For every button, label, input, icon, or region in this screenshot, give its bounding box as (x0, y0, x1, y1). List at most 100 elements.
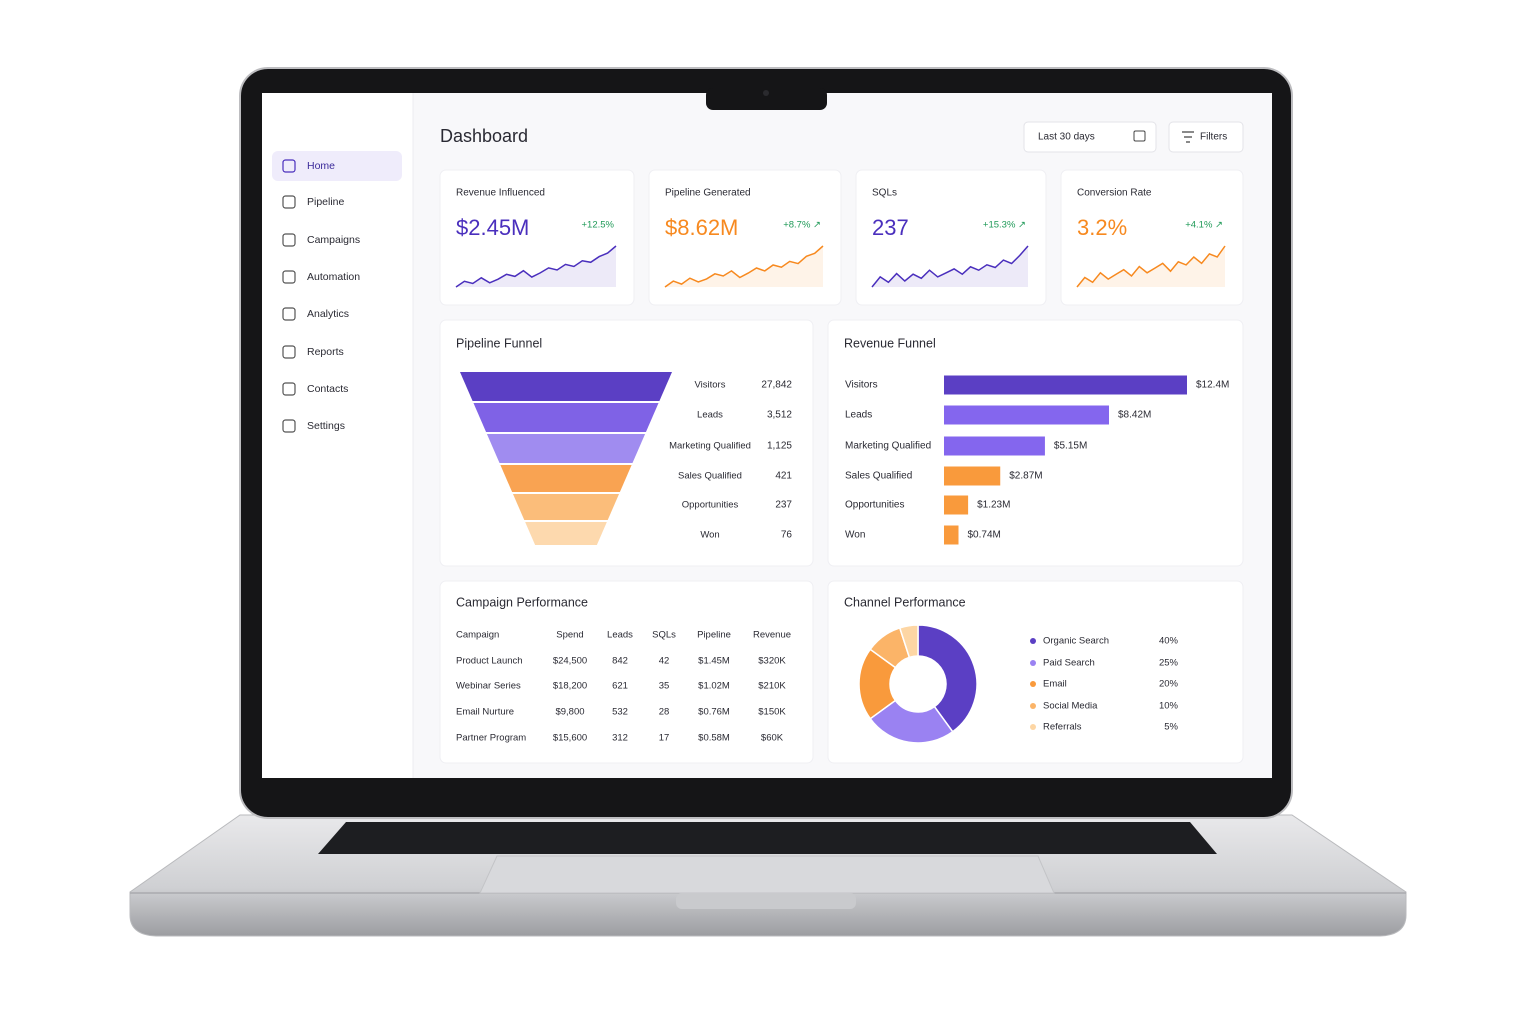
legend-dot (1030, 638, 1036, 644)
bar-value-label: $1.23M (977, 500, 1010, 511)
kpi-card (648, 169, 842, 306)
table-cell: Email Nurture (456, 707, 514, 718)
kpi-value: $2.45M (456, 215, 529, 240)
funnel-stage (500, 465, 632, 492)
table-cell: $24,500 (553, 656, 587, 667)
table-cell: 842 (612, 656, 628, 667)
legend-label: Social Media (1043, 701, 1098, 712)
kpi-value: 237 (872, 215, 909, 240)
legend-label: Organic Search (1043, 636, 1109, 647)
table-cell: Partner Program (456, 733, 526, 744)
funnel-stage (486, 434, 646, 463)
bar-category: Opportunities (845, 500, 904, 511)
date-range-label[interactable]: Last 30 days (1038, 132, 1095, 143)
table-cell: 42 (659, 656, 670, 667)
table-cell: 312 (612, 733, 628, 744)
table-header: Revenue (753, 630, 791, 641)
kpi-label: Pipeline Generated (665, 188, 751, 199)
nav-icon (282, 419, 296, 433)
funnel-stage-count: 76 (781, 530, 793, 541)
funnel-stage-count: 3,512 (767, 410, 792, 421)
legend-dot (1030, 660, 1036, 666)
donut-slice (898, 624, 919, 659)
table-cell: $150K (758, 707, 786, 718)
funnel-stage (512, 494, 620, 520)
nav-item[interactable]: Contacts (307, 383, 348, 395)
sparkline-area (665, 246, 823, 287)
kpi-change: +8.7% ↗ (783, 220, 821, 231)
sparkline-area (456, 246, 616, 287)
funnel-stage-count: 421 (775, 471, 792, 482)
nav-icon (282, 382, 296, 396)
nav-icon (282, 270, 296, 284)
table-cell: 621 (612, 681, 628, 692)
page-title: Dashboard (440, 126, 528, 146)
sparkline (1076, 245, 1226, 288)
bar (944, 525, 959, 545)
funnel-stage-name: Visitors (695, 380, 726, 391)
sparkline (664, 245, 824, 288)
table-cell: $15,600 (553, 733, 587, 744)
bar (944, 466, 1001, 486)
bar-value-label: $5.15M (1054, 441, 1087, 452)
table-header: Campaign (456, 630, 499, 641)
kpi-label: Conversion Rate (1077, 188, 1152, 199)
filters-label[interactable]: Filters (1200, 132, 1227, 143)
nav-icon (282, 233, 296, 247)
nav-item[interactable]: Settings (307, 420, 345, 432)
nav-item[interactable]: Pipeline (307, 196, 345, 208)
legend-dot (1030, 681, 1036, 687)
bar-value-label: $0.74M (968, 530, 1001, 541)
table-cell: $18,200 (553, 681, 587, 692)
bar (944, 436, 1045, 456)
bar-value-label: $2.87M (1009, 471, 1042, 482)
filters-button[interactable] (1168, 121, 1244, 153)
table-cell: 532 (612, 707, 628, 718)
funnel-stage-name: Leads (697, 410, 723, 421)
table-cell: $320K (758, 656, 786, 667)
donut-slice (917, 624, 978, 733)
sparkline (871, 245, 1029, 288)
legend-dot (1030, 724, 1036, 730)
legend-dot (1030, 703, 1036, 709)
kpi-change: +15.3% ↗ (983, 220, 1026, 231)
bar (944, 375, 1187, 395)
legend-label: Email (1043, 679, 1067, 690)
funnel-stage-name: Won (700, 530, 719, 541)
nav-item[interactable]: Campaigns (307, 234, 360, 246)
kpi-card (1060, 169, 1244, 306)
bar-category: Won (845, 530, 865, 541)
funnel-stage-name: Marketing Qualified (669, 441, 751, 452)
bar-category: Sales Qualified (845, 471, 912, 482)
nav-item[interactable]: Analytics (307, 308, 349, 320)
nav-item[interactable]: Reports (307, 346, 344, 358)
nav-item[interactable]: Home (307, 160, 335, 172)
table-cell: 28 (659, 707, 670, 718)
nav-icon (282, 345, 296, 359)
keyboard (318, 822, 1217, 854)
kpi-card (439, 169, 635, 306)
card-title: Campaign Performance (456, 595, 588, 609)
table-header: Leads (607, 630, 633, 641)
card-title: Revenue Funnel (844, 336, 936, 350)
bar (944, 405, 1110, 425)
legend-value: 5% (1164, 722, 1178, 733)
donut-slice (869, 699, 954, 744)
nav-icon (282, 307, 296, 321)
legend-value: 20% (1159, 679, 1179, 690)
date-range-button[interactable] (1023, 121, 1157, 153)
bar-value-label: $8.42M (1118, 410, 1151, 421)
bar-value-label: $12.4M (1196, 380, 1229, 391)
table-cell: Product Launch (456, 656, 523, 667)
card-title: Pipeline Funnel (456, 336, 542, 350)
kpi-change: +4.1% ↗ (1185, 220, 1223, 231)
kpi-change: +12.5% (582, 220, 615, 231)
trackpad (479, 855, 1055, 894)
table-cell: 35 (659, 681, 670, 692)
legend-value: 10% (1159, 701, 1179, 712)
legend-label: Paid Search (1043, 658, 1095, 669)
campaign-table-card (439, 580, 814, 764)
nav-item[interactable]: Automation (307, 271, 360, 283)
